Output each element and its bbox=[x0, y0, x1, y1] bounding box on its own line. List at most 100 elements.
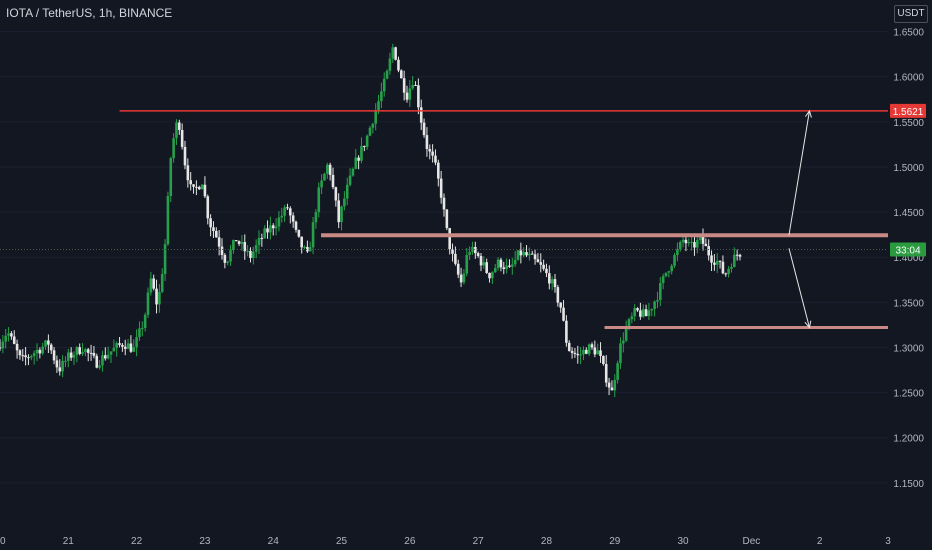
time-tick-label: 20 bbox=[0, 536, 6, 547]
candle-body bbox=[234, 240, 238, 242]
candle-body bbox=[294, 221, 298, 230]
time-tick-label: 30 bbox=[678, 536, 690, 547]
candle-body bbox=[146, 292, 150, 315]
candle-body bbox=[707, 246, 710, 256]
candle-body bbox=[203, 184, 207, 197]
candle-body bbox=[599, 350, 602, 357]
candle-body bbox=[200, 184, 204, 190]
price-tick-label: 1.6000 bbox=[893, 73, 924, 84]
scenario-arrow bbox=[788, 248, 810, 328]
candle-body bbox=[266, 228, 269, 233]
candle-body bbox=[371, 123, 375, 128]
candle-body bbox=[64, 360, 67, 362]
candle-body bbox=[269, 225, 272, 233]
candle-body bbox=[334, 187, 338, 201]
candle-body bbox=[684, 239, 688, 244]
candle-body bbox=[454, 253, 457, 264]
candle-body bbox=[249, 250, 252, 258]
candle-body bbox=[636, 308, 639, 311]
candle-body bbox=[573, 352, 577, 354]
candle-body bbox=[75, 347, 79, 355]
candle-body bbox=[627, 319, 631, 328]
candle-body bbox=[459, 274, 463, 283]
candle-body bbox=[41, 346, 44, 354]
candle-body bbox=[27, 357, 30, 359]
candle-body bbox=[106, 354, 110, 359]
scenario-arrow bbox=[788, 110, 810, 236]
candle-body bbox=[431, 151, 434, 156]
candle-body bbox=[622, 340, 625, 344]
candle-body bbox=[286, 207, 289, 209]
candle-body bbox=[166, 195, 170, 245]
candle-body bbox=[340, 206, 343, 223]
candle-body bbox=[559, 302, 562, 308]
candle-body bbox=[513, 259, 517, 265]
candle-body bbox=[15, 343, 19, 351]
candle-body bbox=[434, 155, 437, 163]
candle-body bbox=[388, 58, 392, 71]
candle-body bbox=[192, 184, 195, 187]
candle-body bbox=[550, 279, 554, 284]
price-tick-label: 1.2500 bbox=[893, 389, 924, 400]
candle-body bbox=[715, 260, 719, 265]
candle-body bbox=[579, 354, 582, 356]
candle-body bbox=[419, 107, 423, 123]
candle-body bbox=[630, 316, 634, 320]
candle-body bbox=[522, 252, 525, 256]
candle-body bbox=[545, 268, 548, 274]
candle-body bbox=[664, 272, 668, 277]
candle-body bbox=[195, 186, 198, 188]
candle-body bbox=[565, 320, 568, 343]
candle-body bbox=[297, 229, 301, 237]
time-tick-label: 23 bbox=[199, 536, 211, 547]
candle-body bbox=[126, 343, 130, 349]
candle-body bbox=[277, 217, 281, 227]
candle-body bbox=[226, 261, 229, 263]
candle-body bbox=[155, 288, 158, 305]
scenario-arrows bbox=[788, 109, 812, 329]
candle-body bbox=[317, 187, 321, 213]
candle-body bbox=[104, 355, 107, 359]
candle-body bbox=[351, 168, 355, 176]
candle-body bbox=[610, 387, 614, 391]
candle-body bbox=[354, 157, 358, 169]
candle-body bbox=[69, 352, 73, 358]
candle-body bbox=[428, 148, 432, 152]
candle-body bbox=[516, 250, 520, 260]
time-tick-label: 24 bbox=[268, 536, 280, 547]
candle-body bbox=[468, 251, 471, 256]
candle-body bbox=[411, 85, 414, 89]
candle-body bbox=[149, 278, 153, 293]
candle-body bbox=[92, 352, 96, 356]
candle-body bbox=[326, 164, 329, 174]
candle-body bbox=[35, 349, 39, 354]
time-tick-label: 22 bbox=[131, 536, 143, 547]
candle-body bbox=[439, 178, 443, 198]
candle-body bbox=[30, 356, 33, 358]
candle-body bbox=[49, 344, 53, 351]
candle-body bbox=[7, 333, 10, 336]
candle-body bbox=[479, 255, 483, 266]
candle-body bbox=[690, 242, 693, 244]
candle-body bbox=[730, 267, 733, 269]
candle-body bbox=[553, 279, 557, 288]
candle-body bbox=[693, 242, 696, 248]
candle-body bbox=[570, 350, 574, 353]
candle-body bbox=[644, 309, 648, 317]
candle-body bbox=[402, 78, 406, 93]
candle-body bbox=[67, 352, 70, 361]
currency-button[interactable]: USDT bbox=[894, 5, 928, 23]
candle-body bbox=[12, 336, 16, 344]
candle-body bbox=[360, 145, 363, 161]
candle-body bbox=[95, 355, 99, 368]
candle-body bbox=[306, 246, 309, 252]
candle-body bbox=[283, 207, 286, 216]
candle-body bbox=[55, 360, 59, 368]
candle-body bbox=[400, 70, 403, 79]
current-price-tag bbox=[890, 242, 926, 257]
candle-body bbox=[602, 356, 605, 365]
candle-body bbox=[670, 265, 673, 272]
candle-body bbox=[733, 254, 736, 268]
candle-body bbox=[721, 261, 725, 274]
